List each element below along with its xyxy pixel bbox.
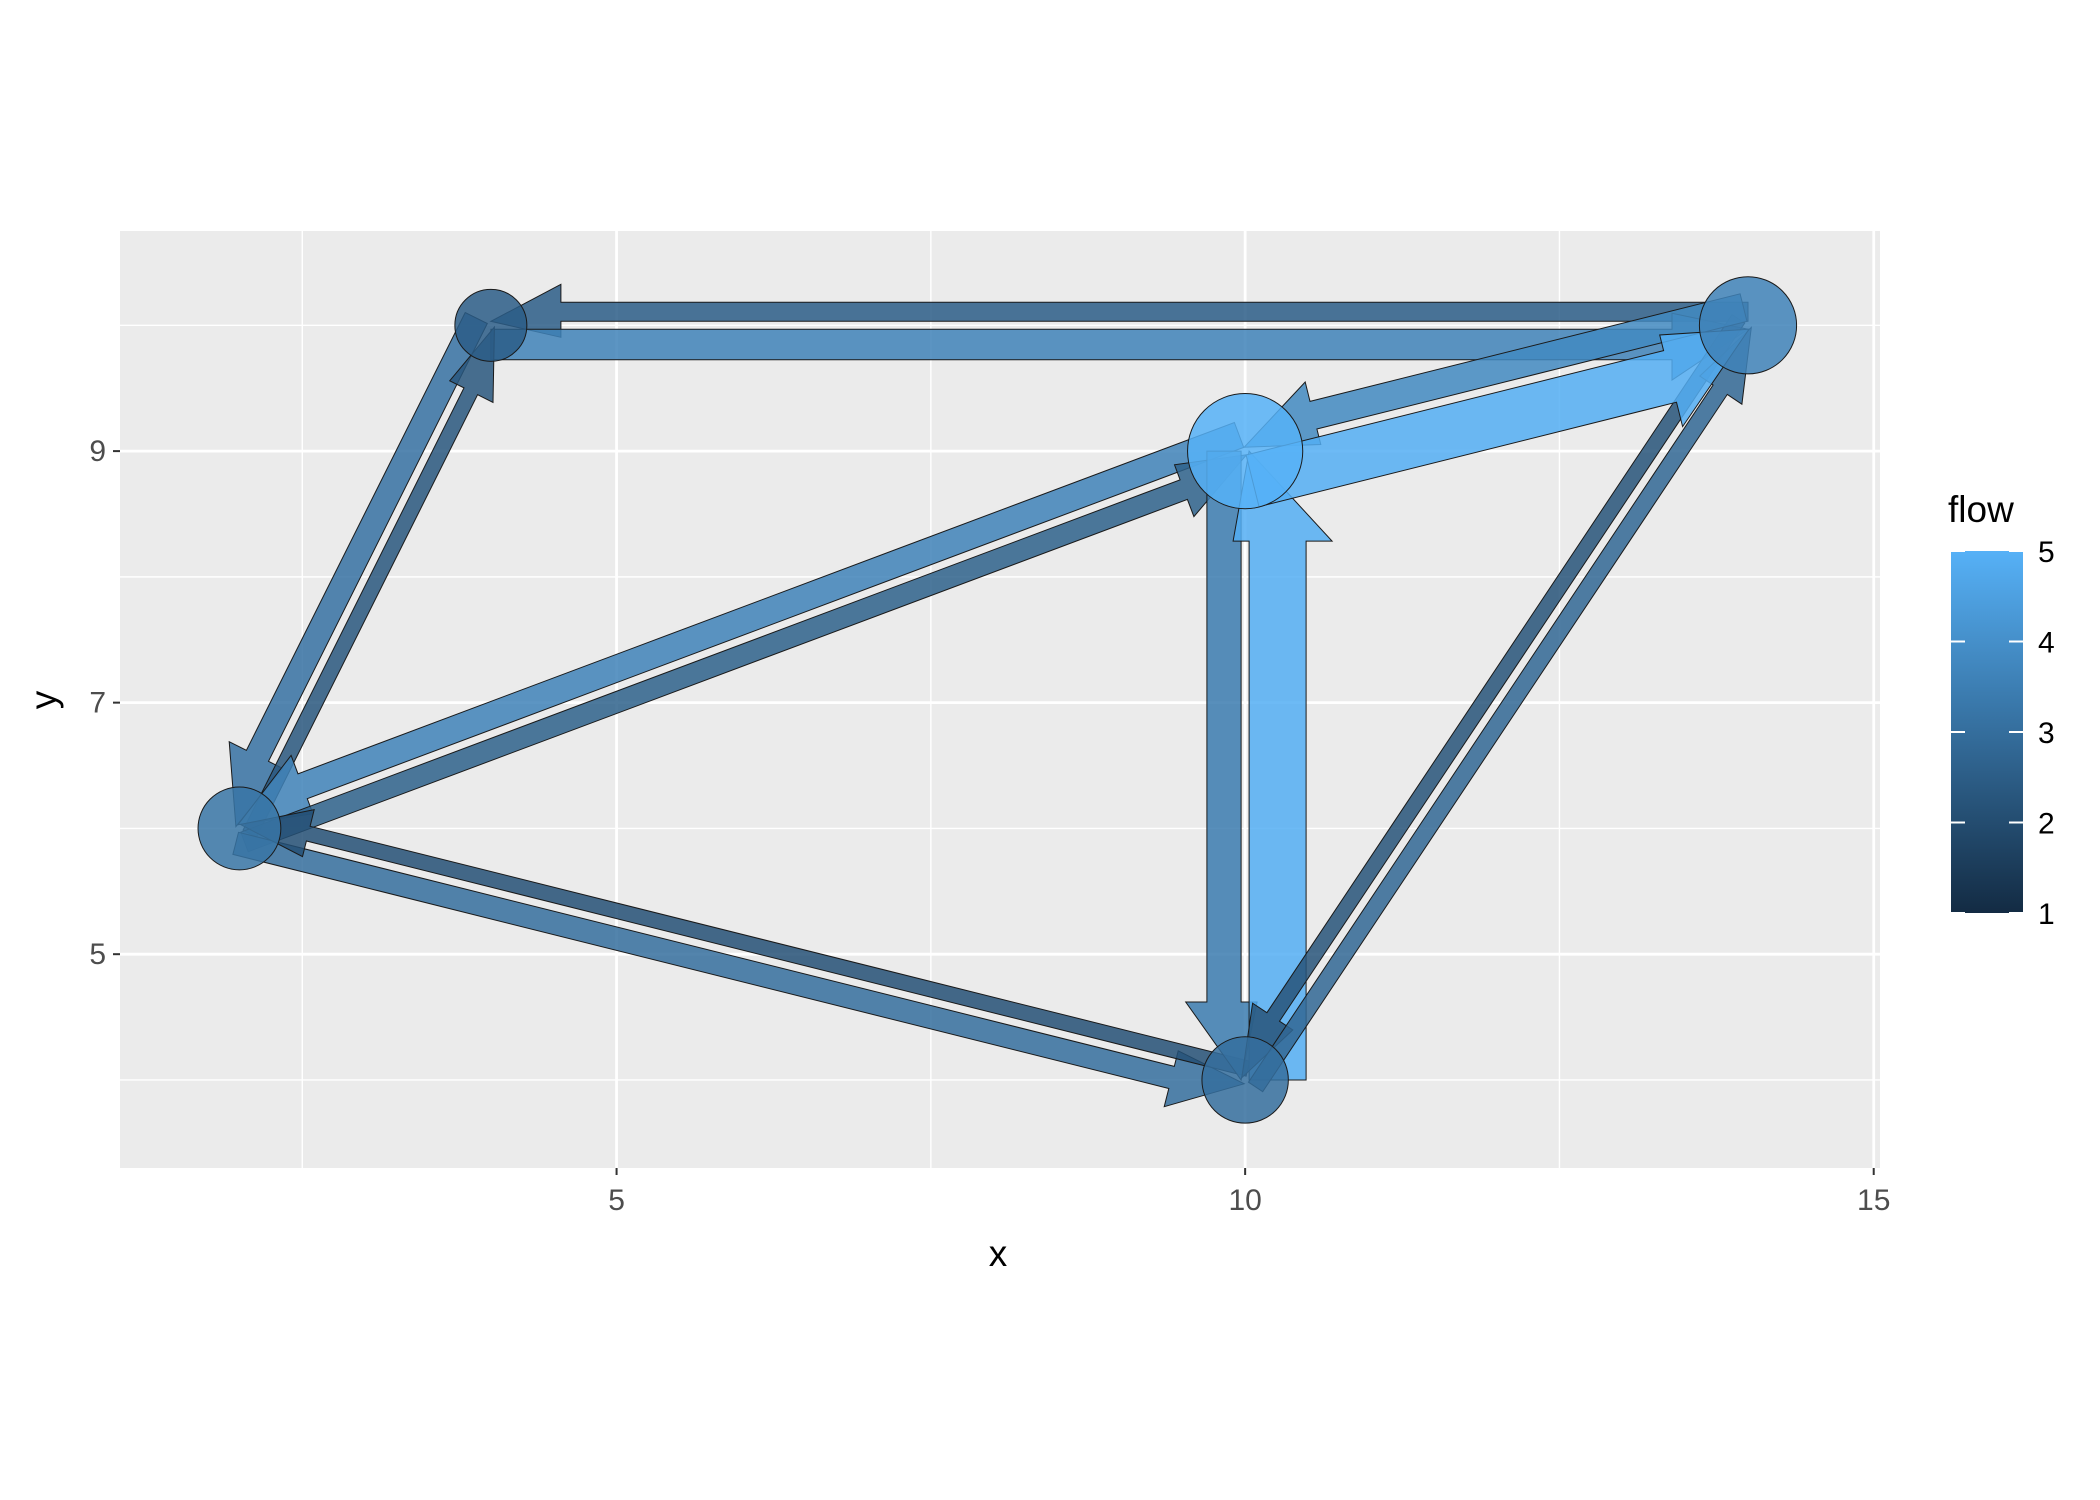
legend-tick-label: 3 xyxy=(2038,717,2055,750)
legend-tick-label: 2 xyxy=(2038,808,2055,841)
x-axis-title: x xyxy=(989,1233,1008,1274)
y-tick-label: 9 xyxy=(89,435,106,468)
x-tick-label: 5 xyxy=(608,1184,625,1217)
flow-node xyxy=(197,786,282,871)
flow-edge-arrow xyxy=(1245,328,1750,508)
flow-edge-arrow xyxy=(228,311,488,828)
legend-ticks: 1 2 3 4 5 xyxy=(1951,536,2055,931)
flow-node xyxy=(1698,276,1798,375)
legend: flow 1 2 3 4 5 xyxy=(1948,489,2055,931)
legend-tick-label: 1 xyxy=(2038,898,2055,931)
x-tick-label: 15 xyxy=(1857,1184,1890,1217)
legend-title: flow xyxy=(1948,489,2014,530)
y-axis-ticks: 5 7 9 xyxy=(89,435,120,971)
flow-edges xyxy=(228,283,1752,1108)
y-tick-label: 7 xyxy=(89,687,106,720)
flow-edge-arrow xyxy=(236,421,1245,826)
flow-nodes xyxy=(197,276,1798,1124)
legend-tick-label: 4 xyxy=(2038,627,2055,660)
flow-node xyxy=(1187,393,1304,510)
flow-edge-arrow xyxy=(232,831,1246,1108)
y-axis-title: y xyxy=(23,690,64,709)
legend-tick-label: 5 xyxy=(2038,536,2055,569)
x-axis-ticks: 5 10 15 xyxy=(608,1168,1890,1217)
major-gridlines xyxy=(120,231,1880,1168)
flow-edge-arrow xyxy=(489,283,1749,338)
flow-node xyxy=(454,288,528,362)
x-tick-label: 10 xyxy=(1228,1184,1261,1217)
flow-node xyxy=(1201,1036,1289,1124)
y-tick-label: 5 xyxy=(89,938,106,971)
flow-edge-arrow xyxy=(1184,450,1258,1082)
